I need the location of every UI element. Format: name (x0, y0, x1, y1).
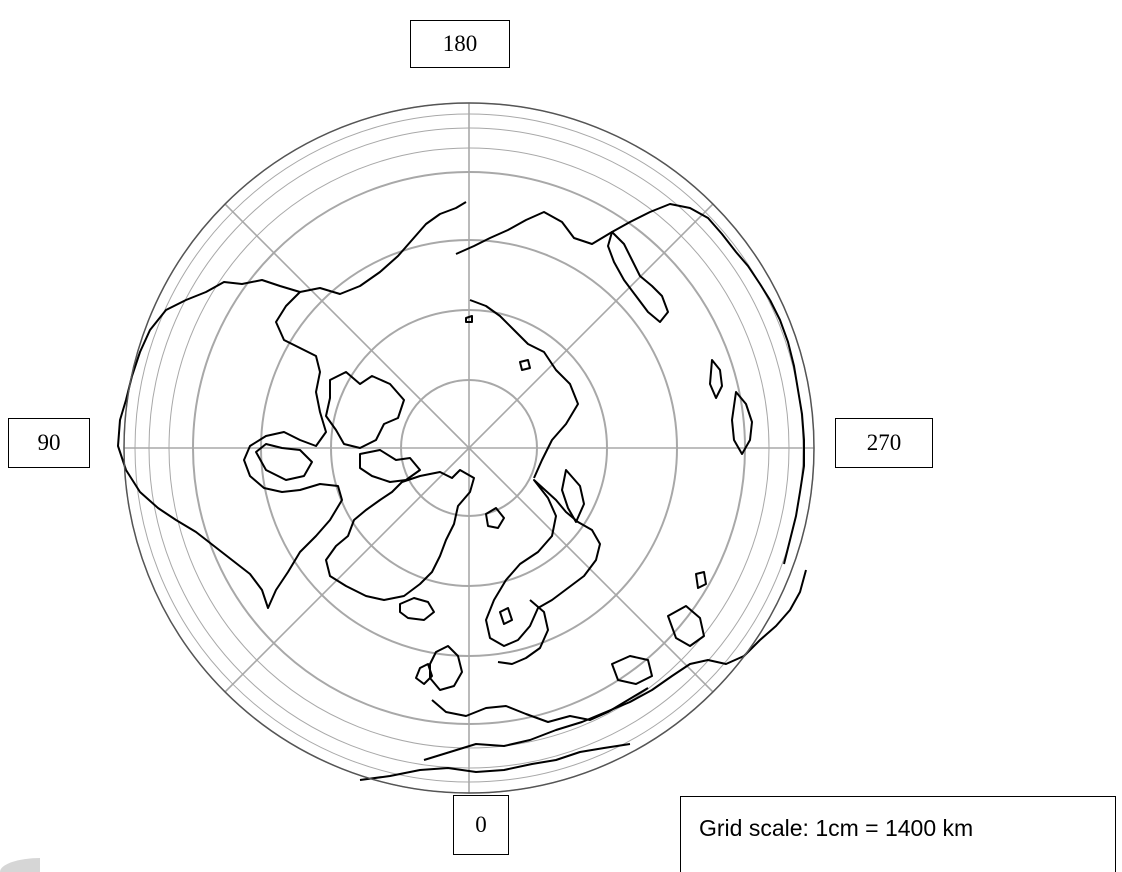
east-asia-coastline (769, 299, 805, 565)
longitude-line (224, 447, 470, 693)
ireland-coastline (415, 663, 433, 685)
longitude-label-0: 0 (453, 795, 509, 855)
africa-north-coastline (359, 743, 631, 781)
grid-scale-box: Grid scale: 1cm = 1400 km (680, 796, 1116, 872)
scandinavia-coastline (485, 479, 601, 647)
chukotka-coastline (455, 203, 771, 301)
coastlines (117, 201, 807, 781)
corner-shadow-decoration (0, 858, 40, 872)
southern-europe-coastline (423, 569, 807, 761)
kamchatka-coastline (607, 231, 669, 323)
longitude-line (468, 447, 714, 693)
mediterranean-coastline (431, 687, 649, 723)
grid-scale-text: Grid scale: 1cm = 1400 km (699, 815, 974, 841)
north-america-coastline (117, 279, 343, 609)
island-b (695, 571, 707, 589)
black-sea-coastline (611, 655, 653, 685)
iceland-coastline (399, 597, 435, 621)
sakhalin-coastline (709, 359, 723, 399)
arctic-islands-coastline (359, 449, 421, 483)
longitude-label-180: 180 (410, 20, 510, 68)
caspian-coastline (667, 605, 705, 647)
japan-coastline (731, 391, 753, 455)
siberia-coastline (469, 299, 579, 479)
canadian-archipelago-coastline (325, 371, 405, 449)
alaska-coastline (299, 201, 467, 295)
svalbard-coastline (485, 507, 505, 529)
longitude-line (468, 203, 714, 449)
island-c (519, 359, 531, 371)
latitude-longitude-grid (123, 102, 815, 794)
longitude-label-90: 90 (8, 418, 90, 468)
longitude-line (224, 203, 470, 449)
baltic-coastline (497, 599, 549, 665)
british-isles-coastline (429, 645, 463, 691)
hudson-bay-coastline (255, 443, 313, 481)
novaya-zemlya-coastline (561, 469, 585, 523)
island-a (465, 315, 473, 323)
greenland-coastline (325, 469, 475, 601)
longitude-label-270: 270 (835, 418, 933, 468)
map-outline (123, 102, 815, 794)
island-d (499, 607, 513, 625)
